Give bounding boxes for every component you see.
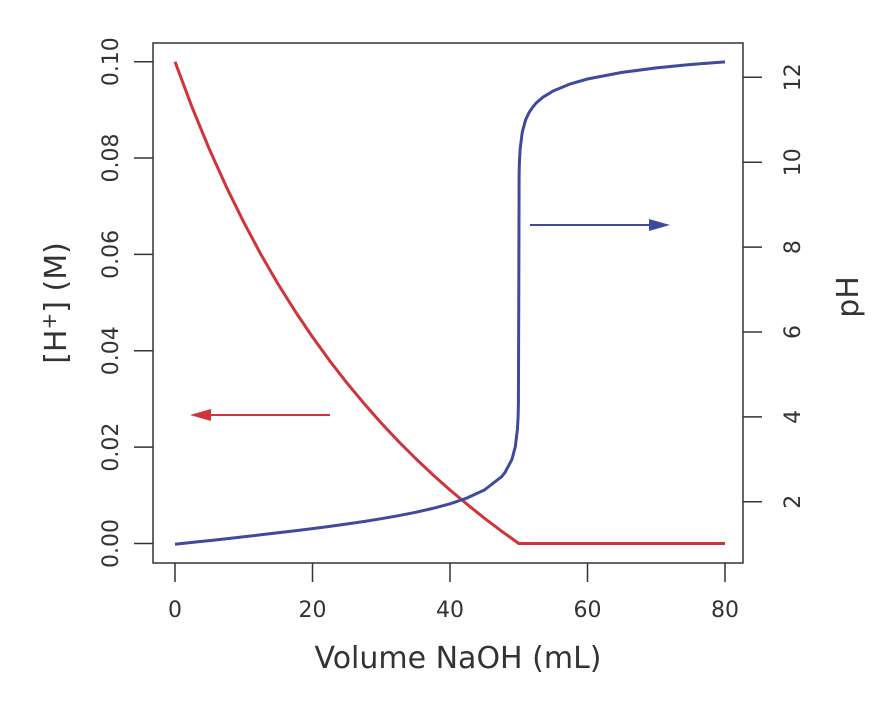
x-axis-label: Volume NaOH (mL) <box>315 641 602 676</box>
ph-line <box>174 60 726 546</box>
y-left-tick-label: 0.00 <box>99 519 124 568</box>
left-arrow-head-icon <box>190 409 211 421</box>
x-tick-label: 20 <box>299 598 327 623</box>
x-tick-label: 0 <box>168 598 182 623</box>
y-left-tick-label: 0.10 <box>99 37 124 86</box>
y-left-tick-label: 0.08 <box>99 134 124 183</box>
plot-frame <box>152 42 744 564</box>
x-tick-label: 80 <box>711 598 739 623</box>
y-left-tick-label: 0.02 <box>99 423 124 472</box>
h-concentration-line <box>173 61 725 545</box>
x-tick-label: 40 <box>436 598 464 623</box>
right-arrow-head-icon <box>649 219 670 231</box>
y-right-tick-label: 4 <box>781 410 806 424</box>
y-right-tick-label: 6 <box>781 325 806 339</box>
x-tick-label: 60 <box>574 598 602 623</box>
y-left-axis-label: [H+] (M) <box>37 242 74 364</box>
y-right-axis-label: pH <box>831 276 866 318</box>
y-left-tick-label: 0.04 <box>99 326 124 375</box>
y-right-tick-label: 10 <box>781 148 806 176</box>
y-left-tick-label: 0.06 <box>99 230 124 279</box>
y-right-tick-label: 8 <box>781 240 806 254</box>
y-right-tick-label: 2 <box>781 495 806 509</box>
y-right-tick-label: 12 <box>781 63 806 91</box>
